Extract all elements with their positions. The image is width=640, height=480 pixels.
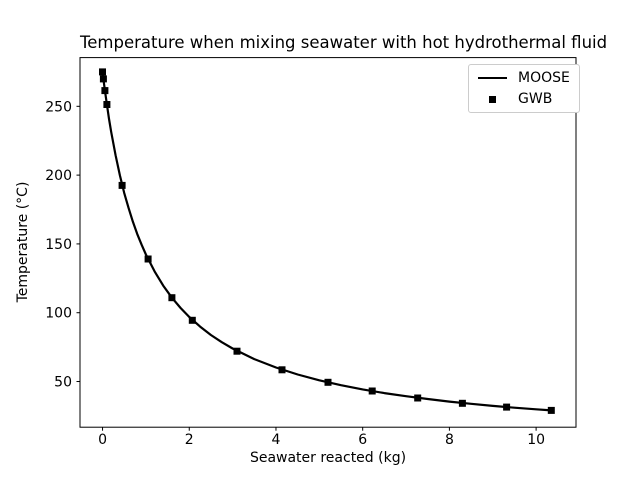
x-tick-label: 4 bbox=[272, 432, 281, 448]
legend-item-gwb: GWB bbox=[478, 91, 570, 107]
gwb-marker bbox=[99, 68, 106, 76]
x-tick-label: 6 bbox=[358, 432, 367, 448]
plot-frame bbox=[79, 57, 577, 428]
y-tick-label: 200 bbox=[45, 168, 72, 184]
gwb-marker bbox=[101, 87, 109, 95]
gwb-marker bbox=[168, 294, 176, 302]
moose-line bbox=[101, 70, 553, 412]
y-tick-label: 150 bbox=[45, 237, 72, 253]
gwb-marker bbox=[103, 101, 111, 108]
x-tick-label: 0 bbox=[98, 432, 107, 448]
y-tick-label: 50 bbox=[54, 375, 72, 391]
gwb-marker bbox=[99, 75, 107, 83]
square-marker-glyph bbox=[489, 95, 496, 103]
gwb-marker bbox=[458, 399, 466, 407]
gwb-marker bbox=[118, 181, 126, 189]
x-tick-label: 10 bbox=[527, 432, 545, 448]
legend-item-moose: MOOSE bbox=[478, 70, 570, 86]
gwb-marker bbox=[414, 394, 422, 402]
x-axis-label: Seawater reacted (kg) bbox=[249, 450, 407, 466]
gwb-marker bbox=[144, 255, 152, 263]
gwb-marker bbox=[547, 406, 555, 414]
y-axis-label: Temperature (°C) bbox=[15, 181, 31, 303]
gwb-marker bbox=[278, 366, 286, 374]
chart-title: Temperature when mixing seawater with ho… bbox=[80, 33, 608, 52]
y-tick-label: 250 bbox=[45, 99, 72, 115]
square-marker-icon bbox=[478, 95, 507, 103]
y-tick-label: 100 bbox=[45, 306, 72, 322]
gwb-marker bbox=[324, 378, 332, 386]
gwb-marker bbox=[188, 316, 196, 324]
x-tick-label: 2 bbox=[185, 432, 194, 448]
line-sample-stroke bbox=[478, 76, 507, 80]
x-tick-label: 8 bbox=[445, 432, 454, 448]
legend-label-moose: MOOSE bbox=[518, 70, 570, 86]
legend-label-gwb: GWB bbox=[518, 91, 553, 107]
gwb-marker bbox=[233, 347, 241, 355]
gwb-marker bbox=[368, 387, 376, 395]
gwb-marker bbox=[503, 403, 511, 411]
legend: MOOSE GWB bbox=[468, 64, 580, 113]
line-sample-icon bbox=[478, 76, 507, 80]
